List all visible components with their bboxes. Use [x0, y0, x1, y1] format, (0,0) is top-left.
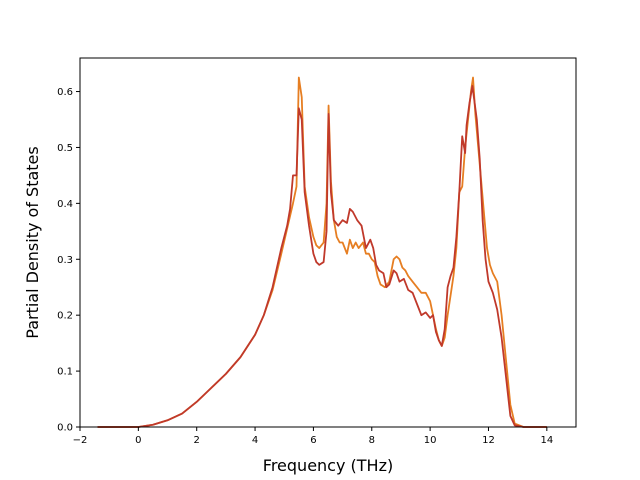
- x-tick-label: −2: [73, 435, 88, 446]
- x-tick-label: 0: [135, 435, 141, 446]
- plot-frame: [79, 57, 577, 428]
- x-tick-label: 8: [369, 435, 375, 446]
- y-tick-label: 0.0: [57, 423, 73, 434]
- y-tick-label: 0.3: [57, 255, 73, 266]
- y-axis: 0.0 0.1 0.2 0.3 0.4 0.5 0.6: [57, 87, 80, 434]
- x-tick-label: 12: [482, 435, 495, 446]
- x-axis: −2 0 2 4 6 8 10 12 14: [73, 427, 553, 446]
- x-axis-label: Frequency (THz): [263, 456, 393, 475]
- x-tick-label: 14: [540, 435, 553, 446]
- y-tick-label: 0.2: [57, 311, 73, 322]
- series-layer: [97, 76, 547, 428]
- y-axis-label: Partial Density of States: [23, 146, 42, 338]
- y-tick-label: 0.4: [57, 199, 73, 210]
- x-tick-label: 4: [252, 435, 258, 446]
- x-tick-label: 10: [424, 435, 437, 446]
- y-tick-label: 0.6: [57, 87, 73, 98]
- y-tick-label: 0.5: [57, 143, 73, 154]
- y-tick-label: 0.1: [57, 367, 73, 378]
- x-tick-label: 2: [194, 435, 200, 446]
- x-tick-label: 6: [310, 435, 316, 446]
- series-line-2: [97, 85, 547, 428]
